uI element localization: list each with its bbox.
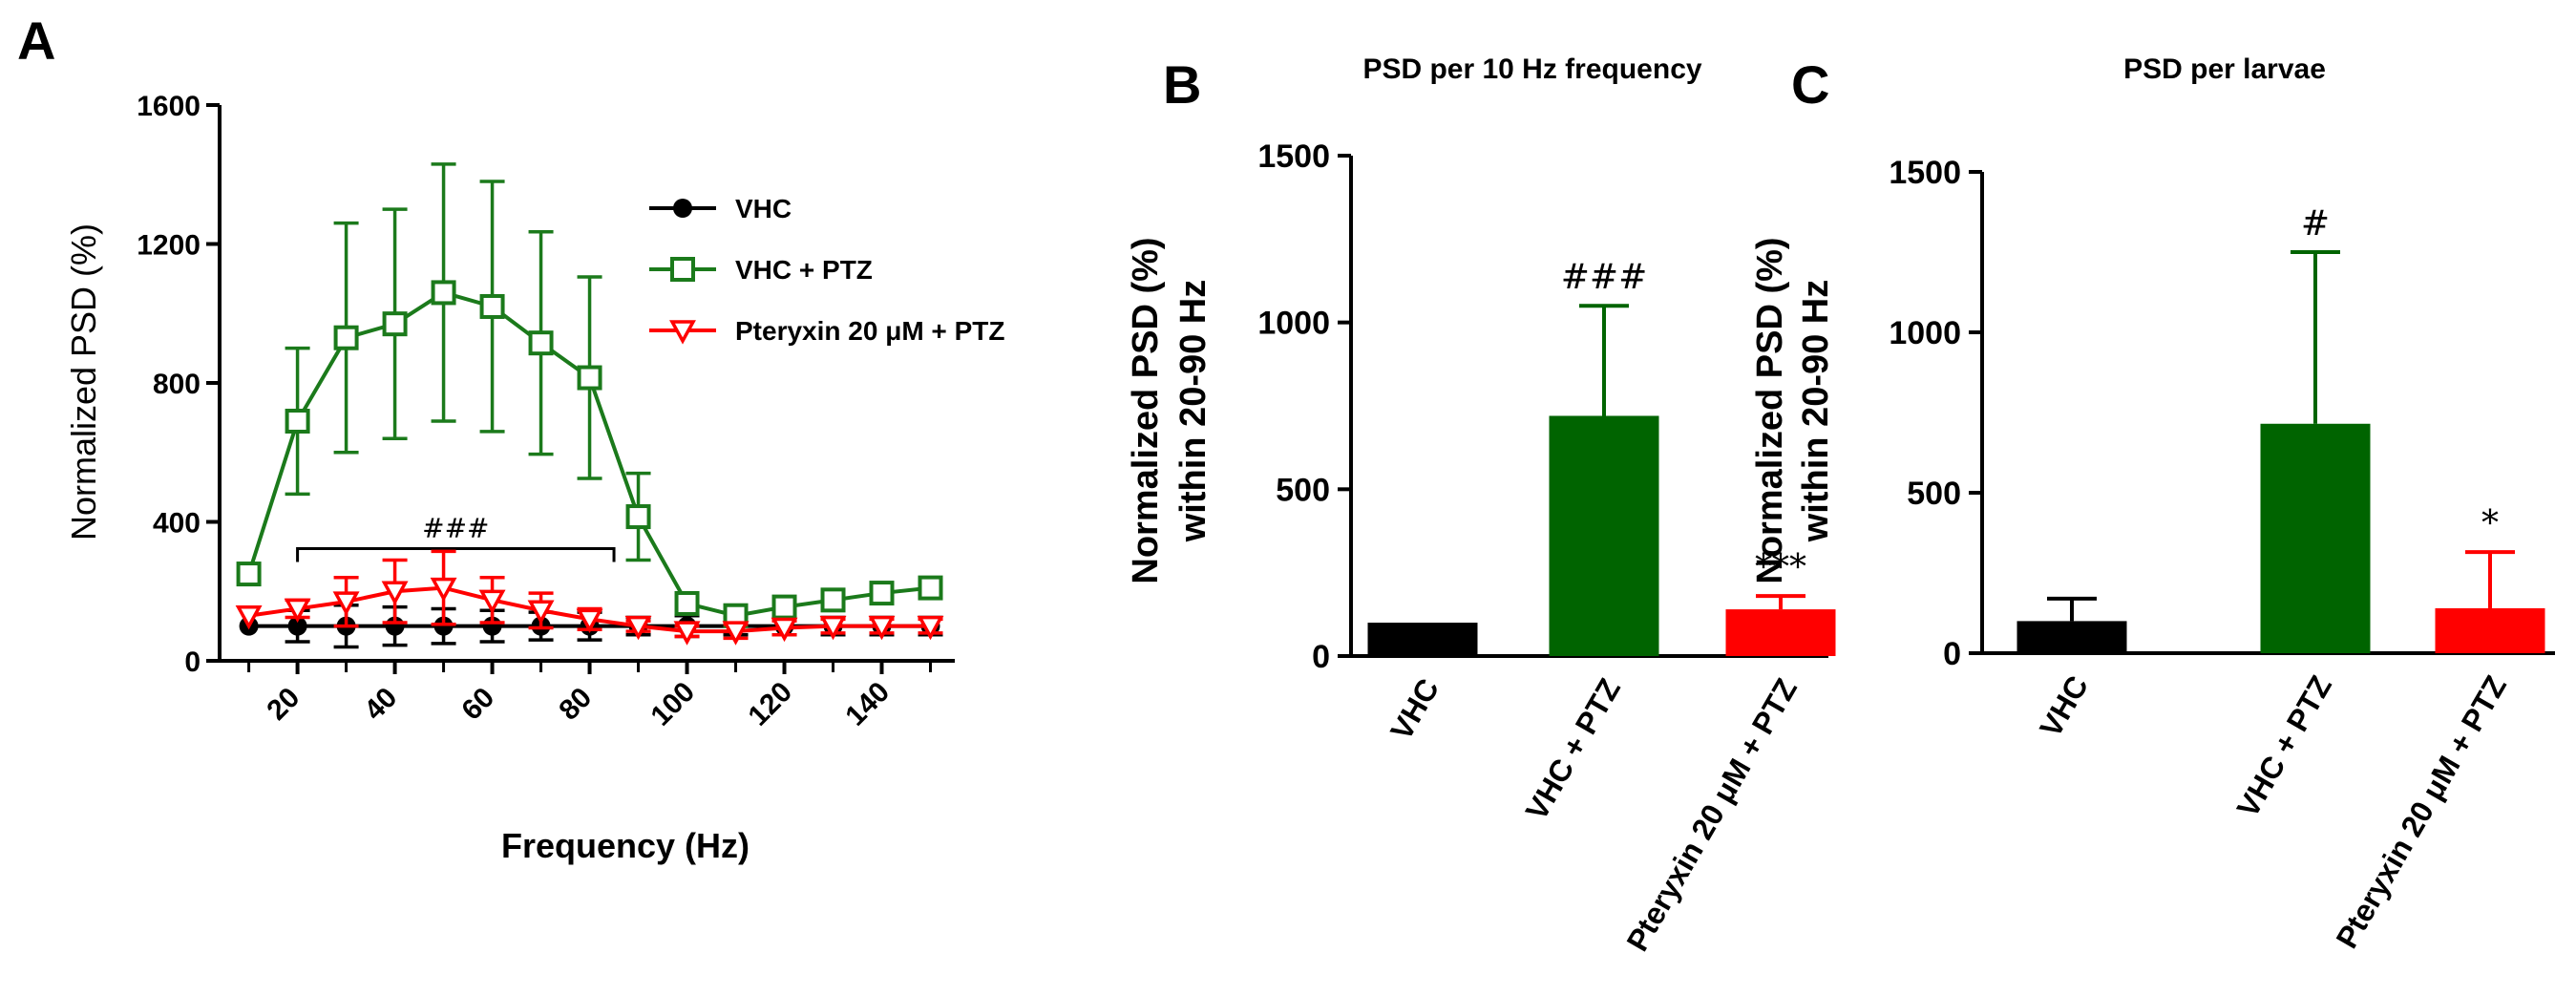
a-data-point [577, 365, 602, 391]
a-legend-marker [670, 257, 695, 282]
a-data-point [869, 581, 895, 606]
c1-category-label: Pteryxin 20 μM + PTZ [1619, 673, 1804, 958]
c1-category-label: VHC + PTZ [1519, 673, 1627, 826]
a-x-tick-label: 60 [455, 682, 500, 727]
a-data-point [722, 621, 750, 646]
a-y-axis-label: Normalized PSD (%) [64, 223, 103, 540]
c2-y-tick-label: 1500 [1889, 155, 1961, 191]
a-significance-bracket [296, 547, 616, 562]
a-legend-label: Pteryxin 20 μM + PTZ [735, 316, 1004, 346]
c2-bar-vhc [2016, 621, 2127, 653]
a-x-tick-label: 100 [644, 676, 701, 732]
c1-y-tick-label: 0 [1312, 639, 1330, 675]
a-legend-label: VHC + PTZ [735, 255, 873, 285]
a-data-point [528, 330, 554, 356]
a-data-point [527, 600, 555, 625]
a-significance-annotation: ### [422, 513, 489, 544]
c2-category-label: VHC [2033, 670, 2095, 744]
a-data-point [431, 280, 456, 306]
c1-title: PSD per 10 Hz frequency [1362, 53, 1701, 85]
c2-bar-vhc-ptz [2260, 423, 2371, 653]
c1-y-tick-label: 1000 [1257, 306, 1330, 342]
a-data-point [285, 409, 310, 434]
a-data-point [673, 621, 701, 646]
c1-y-axis-label-line2: within 20-90 Hz [1173, 280, 1214, 543]
c1-bar-vhc [1367, 623, 1478, 656]
a-data-point [820, 587, 846, 613]
a-data-point [430, 577, 457, 603]
a-x-tick-label: 120 [742, 676, 798, 732]
c2-y-tick-label: 500 [1907, 476, 1961, 512]
c2-y-tick-label: 0 [1943, 636, 1961, 672]
a-data-point [917, 615, 944, 641]
c1-significance-annotation: ### [1561, 258, 1648, 297]
c2-category-label: Pteryxin 20 μM + PTZ [2329, 670, 2513, 955]
a-data-point [624, 615, 652, 641]
a-y-tick-label: 1600 [137, 91, 201, 122]
a-data-point [819, 615, 847, 641]
a-data-point [433, 616, 454, 636]
panel-a-line-chart: 0 400 800 1200 1600 20 40 60 80 100 120 140 Frequenc… [64, 91, 1004, 865]
c1-category-label: VHC [1383, 673, 1446, 747]
a-data-point [625, 504, 651, 530]
c2-y-tick-label: 1000 [1889, 315, 1961, 351]
a-legend-label: VHC [735, 194, 792, 223]
c1-y-axis-label-line1: Normalized PSD (%) [1126, 237, 1166, 583]
a-x-tick-label: 80 [553, 682, 598, 727]
c2-significance-annotation: # [2301, 204, 2330, 244]
a-y-tick-label: 0 [184, 646, 201, 678]
a-data-point [236, 562, 262, 587]
c1-y-tick-label: 500 [1276, 472, 1330, 508]
c2-y-axis-label-line1: Normalized PSD (%) [1750, 237, 1790, 583]
a-x-axis-label: Frequency (Hz) [501, 826, 750, 865]
a-series-pteryxin-20-m-ptz [235, 549, 944, 646]
a-x-tick-label: 140 [839, 676, 896, 732]
a-data-point [771, 594, 797, 620]
a-y-tick-label: 400 [153, 508, 201, 540]
panel-b-bar-chart: PSD per 10 Hz frequency 0 500 1000 1500 Norma… [1126, 53, 1836, 957]
c2-category-label: VHC + PTZ [2230, 670, 2338, 823]
a-data-point [868, 615, 896, 641]
a-data-point [284, 598, 311, 624]
panel-label-a: A [17, 11, 55, 71]
a-data-point [333, 325, 359, 350]
c2-bar-pteryxin-20-m-ptz [2435, 607, 2545, 653]
a-data-point [479, 293, 505, 319]
a-data-point [674, 590, 700, 616]
a-data-point [332, 591, 360, 616]
a-x-tick-label: 40 [358, 682, 403, 727]
a-legend-marker [673, 199, 692, 218]
a-data-point [235, 604, 263, 630]
a-y-tick-label: 800 [153, 369, 201, 400]
a-data-point [918, 575, 943, 601]
a-data-point [381, 581, 409, 605]
c2-title: PSD per larvae [2123, 53, 2326, 85]
a-legend-marker [669, 320, 696, 345]
c1-y-tick-label: 1500 [1257, 138, 1330, 175]
a-data-point [382, 311, 408, 337]
a-data-point [576, 608, 603, 633]
a-data-point [771, 617, 798, 643]
a-data-point [287, 616, 307, 636]
a-x-tick-label: 20 [261, 682, 306, 727]
panel-label-c: C [1791, 54, 1829, 115]
c1-bar-vhc-ptz [1549, 415, 1659, 656]
c2-significance-annotation: * [2481, 504, 2499, 543]
a-y-tick-label: 1200 [137, 230, 201, 262]
c2-y-axis-label-line2: within 20-90 Hz [1796, 280, 1836, 543]
panel-c-bar-chart: PSD per larvae 0 500 1000 1500 Normalized PSD… [1750, 53, 2555, 954]
c1-bar-pteryxin-20-m-ptz [1725, 609, 1836, 656]
c1-significance-annotation: *** [1755, 548, 1806, 587]
a-data-point [478, 589, 506, 614]
a-series-vhc-ptz [236, 162, 943, 628]
a-legend: VHC VHC + PTZ Pteryxin 20 μM + PTZ [649, 194, 1004, 346]
panel-label-b: B [1163, 54, 1201, 115]
